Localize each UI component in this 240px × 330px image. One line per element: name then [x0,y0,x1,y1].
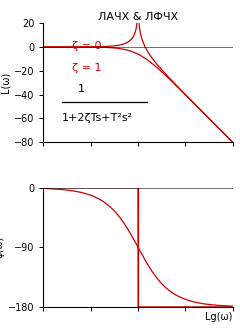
Text: ζ = 1: ζ = 1 [72,63,101,73]
Text: Lg(ω): Lg(ω) [205,312,233,322]
Y-axis label: L(ω): L(ω) [1,72,11,93]
Text: 1: 1 [78,84,85,94]
Title: ЛАЧХ & ЛФЧХ: ЛАЧХ & ЛФЧХ [98,12,178,22]
Text: 1+2ζTs+T²s²: 1+2ζTs+T²s² [62,113,133,123]
Y-axis label: φ(ω): φ(ω) [0,236,5,258]
Text: ζ = 0: ζ = 0 [72,41,101,51]
